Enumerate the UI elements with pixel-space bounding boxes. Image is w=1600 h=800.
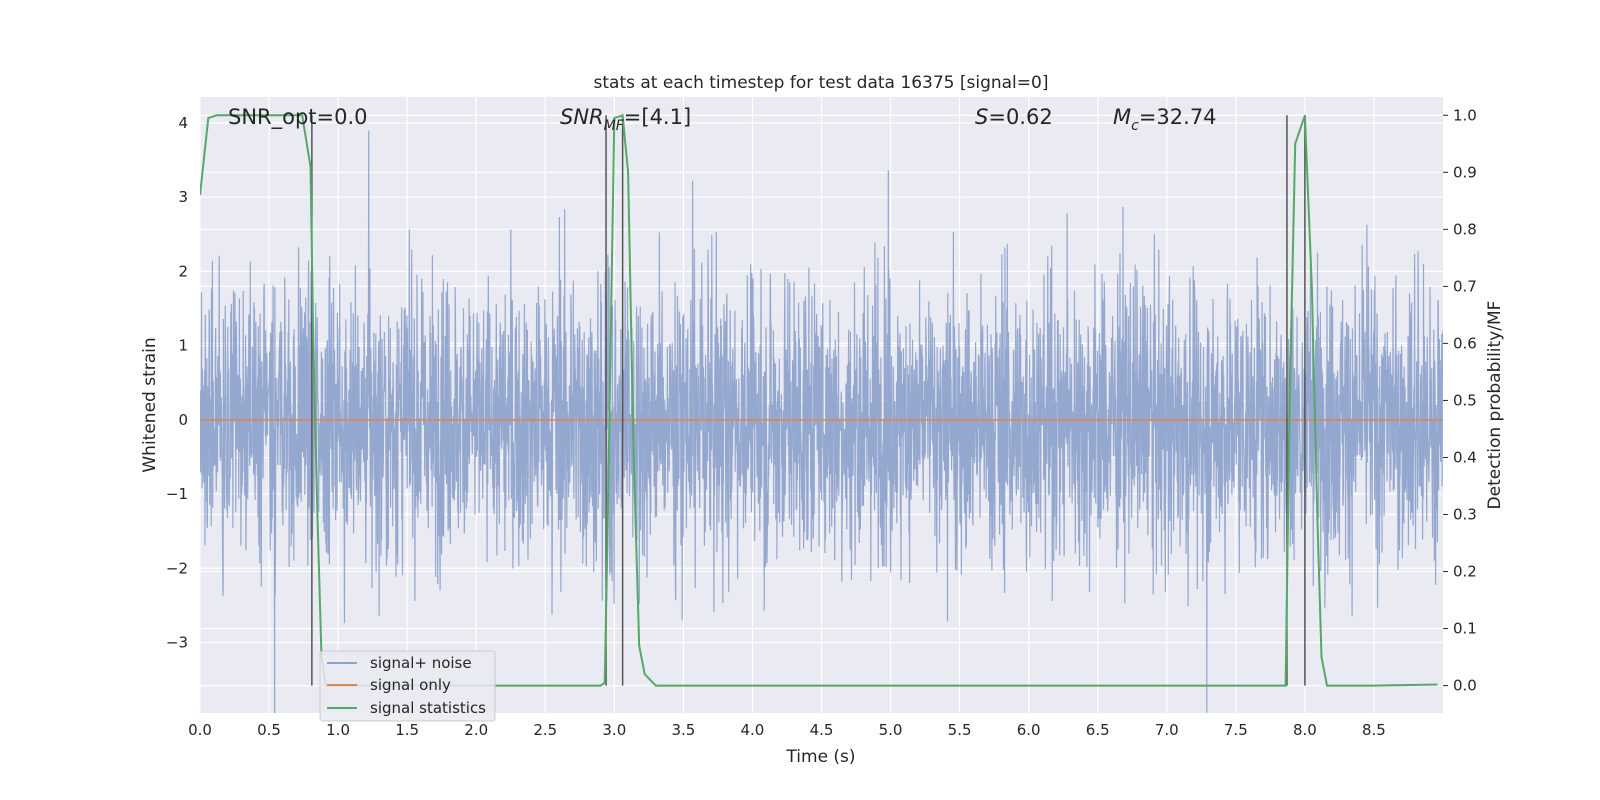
- annotation-snr-mf-sub: MF: [604, 118, 625, 134]
- x-tick-label: 8.0: [1293, 721, 1317, 739]
- annotation-mc: Mc=32.74: [1113, 105, 1217, 134]
- right-y-tick-label: 0.3: [1453, 506, 1477, 524]
- x-tick-label: 8.5: [1362, 721, 1386, 739]
- x-axis-ticks: 0.0 0.5 1.0 1.5 2.0 2.5 3.0 3.5 4.0 4.5 5.0 5.5 6.0 6…: [188, 721, 1386, 739]
- x-tick-label: 1.5: [395, 721, 419, 739]
- annotation-s-main: S: [975, 105, 988, 129]
- x-tick-label: 1.0: [326, 721, 350, 739]
- annotation-mc-value: =32.74: [1139, 105, 1217, 129]
- chart-title: stats at each timestep for test data 163…: [594, 73, 1049, 93]
- right-y-tick-label: 1.0: [1453, 106, 1477, 124]
- x-tick-label: 3.5: [671, 721, 695, 739]
- legend-label-signal-statistics: signal statistics: [370, 699, 486, 717]
- x-tick-label: 7.5: [1224, 721, 1248, 739]
- annotation-snr-mf-main: SNR: [560, 105, 604, 129]
- legend: signal+ noise signal only signal statist…: [319, 650, 496, 722]
- right-y-tick-label: 0.5: [1453, 391, 1477, 409]
- annotation-s-value: =0.62: [988, 105, 1052, 129]
- right-y-axis-ticks: 0.0 0.1 0.2 0.3 0.4 0.5 0.6 0.7 0.8 0.9 1.0: [1443, 106, 1477, 695]
- left-y-tick-label: −2: [166, 559, 188, 577]
- x-tick-label: 2.5: [533, 721, 557, 739]
- x-tick-label: 3.0: [602, 721, 626, 739]
- series-signal-statistics: [200, 113, 1438, 687]
- left-y-tick-label: 0: [178, 411, 188, 429]
- x-tick-label: 7.0: [1155, 721, 1179, 739]
- left-y-tick-label: 3: [178, 188, 188, 206]
- right-y-tick-label: 0.4: [1453, 448, 1477, 466]
- left-y-tick-label: 4: [178, 114, 188, 132]
- x-tick-label: 6.5: [1086, 721, 1110, 739]
- right-y-tick-label: 0.0: [1453, 677, 1477, 695]
- left-y-tick-label: −1: [166, 485, 188, 503]
- series-signal-plus-noise: [200, 130, 1443, 713]
- legend-label-signal-only: signal only: [370, 676, 451, 694]
- left-y-tick-label: 1: [178, 337, 188, 355]
- x-axis-label: Time (s): [785, 747, 855, 767]
- x-tick-label: 0.0: [188, 721, 212, 739]
- right-y-tick-label: 0.6: [1453, 334, 1477, 352]
- x-tick-label: 6.0: [1017, 721, 1041, 739]
- annotation-mc-sub: c: [1131, 118, 1139, 134]
- right-y-tick-label: 0.7: [1453, 277, 1477, 295]
- right-y-tick-label: 0.1: [1453, 620, 1477, 638]
- x-tick-label: 5.5: [948, 721, 972, 739]
- annotation-snr-opt: SNR_opt=0.0: [228, 105, 368, 130]
- legend-label-signal-plus-noise: signal+ noise: [370, 654, 472, 672]
- right-y-axis-label: Detection probability/MF: [1485, 301, 1505, 510]
- annotation-s: S=0.62: [975, 105, 1053, 129]
- left-y-axis-ticks: −3 −2 −1 0 1 2 3 4: [166, 114, 188, 652]
- x-tick-label: 4.0: [741, 721, 765, 739]
- left-y-tick-label: 2: [178, 262, 188, 280]
- x-tick-label: 4.5: [810, 721, 834, 739]
- left-y-tick-label: −3: [166, 633, 188, 651]
- annotation-snr-mf-value: =[4.1]: [624, 105, 691, 129]
- x-tick-label: 0.5: [257, 721, 281, 739]
- x-tick-label: 2.0: [464, 721, 488, 739]
- right-y-tick-label: 0.9: [1453, 163, 1477, 181]
- annotation-snr-mf: SNRMF=[4.1]: [560, 105, 691, 134]
- right-y-tick-label: 0.2: [1453, 563, 1477, 581]
- x-tick-label: 5.0: [879, 721, 903, 739]
- left-y-axis-label: Whitened strain: [140, 337, 160, 472]
- right-y-tick-label: 0.8: [1453, 220, 1477, 238]
- legend-box: [319, 650, 496, 722]
- annotation-mc-main: M: [1113, 105, 1131, 129]
